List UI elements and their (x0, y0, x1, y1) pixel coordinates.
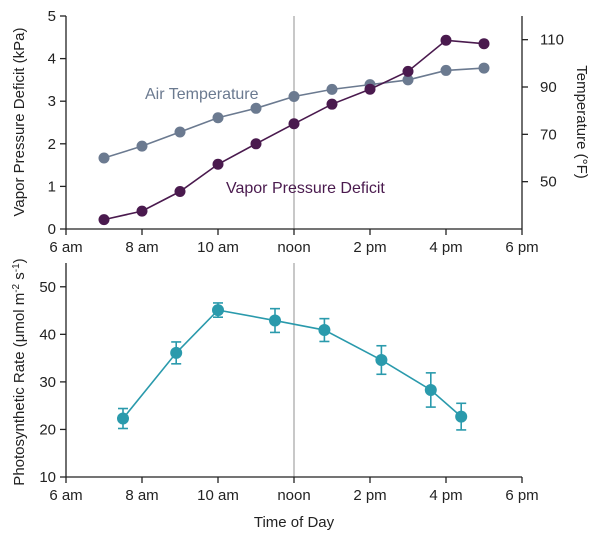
bottom-y-axis-title-sup2: -1 (11, 263, 22, 272)
air-temperature-point (98, 152, 110, 164)
vpd-point (174, 186, 186, 198)
bottom-x-tick-label: 6 am (49, 487, 82, 504)
bottom-y-axis-ticks: 10 20 30 40 50 (39, 279, 66, 486)
photosynthetic-rate-point (269, 314, 281, 327)
bottom-y-tick-label: 50 (39, 279, 56, 296)
top-x-tick-label: 10 am (197, 239, 239, 256)
air-temperature-point (440, 64, 452, 76)
bottom-x-tick-label: 8 am (125, 487, 158, 504)
top-left-tick-label: 2 (48, 136, 56, 153)
vpd-point (250, 138, 262, 150)
photosynthetic-rate-point (117, 412, 129, 425)
top-x-tick-label: 2 pm (353, 239, 386, 256)
top-right-tick-label: 90 (540, 79, 557, 96)
top-x-tick-label: 4 pm (429, 239, 462, 256)
top-x-tick-label: 8 am (125, 239, 158, 256)
vpd-point (288, 118, 300, 130)
photosynthetic-rate-point (212, 304, 224, 317)
top-x-tick-label: 6 am (49, 239, 82, 256)
photosynthetic-rate-point (170, 346, 183, 359)
photosynthetic-rate-point (455, 410, 468, 423)
air-temperature-label: Air Temperature (145, 86, 259, 103)
photosynthetic-rate-point (375, 354, 388, 367)
photosynthesis-chart: 10 20 30 40 50 6 am 8 am 10 am noon 2 pm 4 pm 6 pm… (11, 258, 539, 531)
top-left-tick-label: 1 (48, 178, 56, 195)
vpd-point (326, 98, 338, 110)
photosynthetic-rate-line (122, 309, 462, 420)
vpd-point (402, 65, 414, 77)
top-series-group (98, 34, 490, 226)
top-left-tick-label: 4 (48, 51, 56, 68)
bottom-y-axis-title-main: Photosynthetic Rate (μmol m (11, 293, 28, 486)
air-temperature-point (478, 62, 490, 74)
bottom-y-axis-title: Photosynthetic Rate (μmol m-2 s-1) (11, 258, 29, 485)
vpd-point (478, 38, 490, 50)
bottom-x-axis-ticks: 6 am 8 am 10 am noon 2 pm 4 pm 6 pm (49, 477, 539, 504)
bottom-series-group (117, 302, 468, 431)
bottom-x-tick-label: 2 pm (353, 487, 386, 504)
vpd-point (364, 83, 376, 95)
photosynthetic-rate-point (424, 383, 437, 396)
bottom-x-tick-label: 4 pm (429, 487, 462, 504)
vpd-point (136, 205, 148, 217)
vpd-temperature-chart: 0 1 2 3 4 5 50 70 90 110 6 am 8 am 10 am noon 2 pm 4 … (11, 8, 590, 256)
bottom-y-tick-label: 10 (39, 469, 56, 486)
bottom-y-tick-label: 20 (39, 421, 56, 438)
bottom-y-axis-title-mid: s (11, 272, 28, 284)
top-right-tick-label: 70 (540, 126, 557, 143)
top-x-axis-ticks: 6 am 8 am 10 am noon 2 pm 4 pm 6 pm (49, 229, 539, 256)
top-left-tick-label: 3 (48, 93, 56, 110)
air-temperature-point (288, 90, 300, 102)
vpd-point (212, 158, 224, 170)
bottom-x-tick-label: 6 pm (505, 487, 538, 504)
vpd-point (440, 34, 452, 46)
air-temperature-point (326, 83, 338, 95)
top-left-axis-ticks: 0 1 2 3 4 5 (48, 8, 66, 238)
air-temperature-point (212, 112, 224, 124)
bottom-y-tick-label: 30 (39, 374, 56, 391)
air-temperature-point (174, 126, 186, 138)
bottom-x-tick-label: noon (277, 487, 310, 504)
bottom-y-axis-title-sup1: -2 (11, 283, 22, 292)
bottom-x-axis-title: Time of Day (254, 514, 335, 531)
top-left-tick-label: 0 (48, 221, 56, 238)
top-left-tick-label: 5 (48, 8, 56, 25)
top-right-tick-label: 110 (540, 32, 564, 49)
vpd-label: Vapor Pressure Deficit (226, 180, 385, 197)
air-temperature-point (402, 74, 414, 86)
top-right-axis-ticks: 50 70 90 110 (522, 32, 564, 191)
bottom-y-axis-title-end: ) (11, 258, 28, 263)
vpd-point (98, 214, 110, 226)
top-left-axis-title: Vapor Pressure Deficit (kPa) (11, 28, 28, 217)
top-right-tick-label: 50 (540, 174, 557, 191)
bottom-x-tick-label: 10 am (197, 487, 239, 504)
air-temperature-point (250, 102, 262, 114)
bottom-y-tick-label: 40 (39, 326, 56, 343)
air-temperature-point (136, 140, 148, 152)
top-x-tick-label: 6 pm (505, 239, 538, 256)
top-x-tick-label: noon (277, 239, 310, 256)
photosynthetic-rate-point (318, 324, 331, 337)
top-right-axis-title: Temperature (°F) (573, 65, 590, 179)
